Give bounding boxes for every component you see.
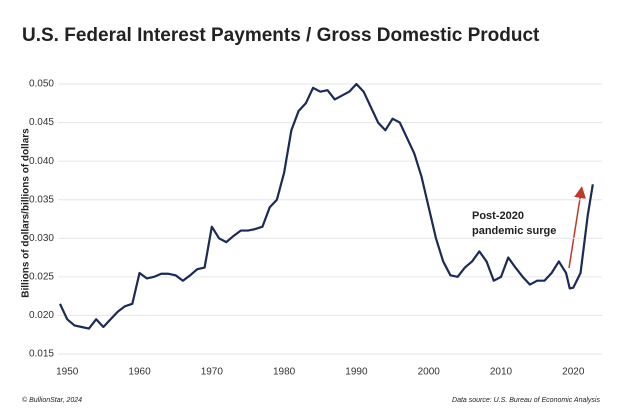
annotation: pandemic surge (472, 225, 556, 237)
x-tick-label: 1970 (201, 367, 224, 378)
y-tick-label: 0.040 (29, 156, 54, 167)
chart-title: U.S. Federal Interest Payments / Gross D… (22, 25, 540, 46)
y-tick-label: 0.050 (29, 79, 54, 90)
x-tick-label: 1950 (56, 367, 79, 378)
y-tick-label: 0.020 (29, 310, 54, 321)
y-tick-label: 0.035 (29, 194, 54, 205)
x-tick-label: 1960 (128, 367, 151, 378)
y-tick-label: 0.025 (29, 271, 54, 282)
x-tick-label: 2020 (562, 367, 585, 378)
source: Data source: U.S. Bureau of Economic Ana… (452, 397, 600, 404)
x-tick-label: 1990 (345, 367, 368, 378)
annotation-arrow (568, 186, 586, 269)
y-axis-label: Billions of dollars/billions of dollars (21, 128, 32, 298)
y-tick-label: 0.045 (29, 117, 54, 128)
x-tick-label: 1980 (273, 367, 296, 378)
x-tick-label: 2010 (490, 367, 513, 378)
x-tick-label: 2000 (418, 367, 441, 378)
data-line (59, 82, 594, 330)
y-tick-label: 0.030 (29, 233, 54, 244)
annotation: Post-2020 (472, 210, 524, 222)
y-tick-label: 0.015 (29, 349, 54, 360)
credit: © BullionStar, 2024 (22, 396, 82, 404)
